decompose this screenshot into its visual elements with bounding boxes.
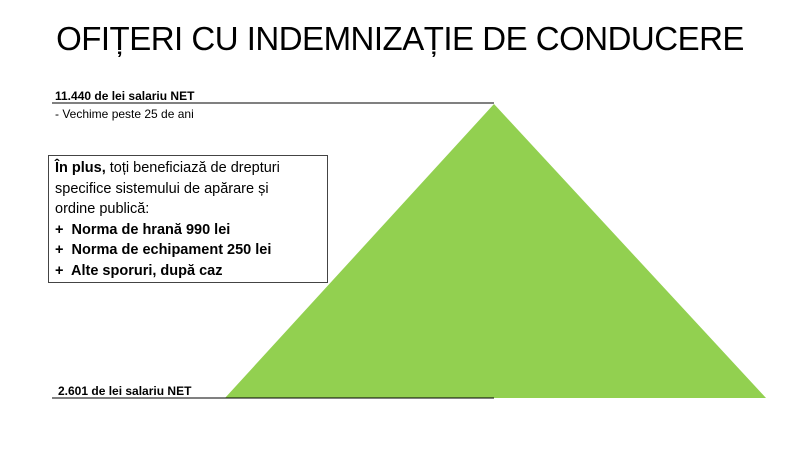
top-salary-label: 11.440 de lei salariu NET bbox=[55, 89, 195, 103]
intro-line: toți beneficiază de drepturi bbox=[105, 160, 280, 176]
benefits-box: În plus, toți beneficiază de drepturi sp… bbox=[48, 155, 328, 283]
bottom-salary-label: 2.601 de lei salariu NET bbox=[58, 384, 192, 398]
plus-icon: + bbox=[55, 242, 64, 258]
intro-line: specifice sistemului de apărare și bbox=[55, 180, 269, 197]
intro-line: ordine publică: bbox=[55, 201, 150, 217]
benefits-intro: În plus, toți beneficiază de drepturi bbox=[55, 158, 327, 179]
slide-title: OFIȚERI CU INDEMNIZAȚIE DE CONDUCERE bbox=[56, 20, 744, 57]
plus-icon: + bbox=[55, 221, 64, 238]
intro-bold: În plus, bbox=[55, 160, 106, 176]
benefit-text: Norma de hrană 990 lei bbox=[71, 221, 231, 238]
benefit-item: + Norma de hrană 990 lei bbox=[55, 220, 327, 241]
benefit-item: + Alte sporuri, după caz bbox=[55, 261, 327, 282]
benefit-text: Norma de echipament 250 lei bbox=[71, 242, 272, 258]
plus-icon: + bbox=[55, 262, 64, 279]
seniority-label: - Vechime peste 25 de ani bbox=[55, 107, 194, 121]
benefit-item: + Norma de echipament 250 lei bbox=[55, 240, 327, 261]
pyramid-triangle bbox=[225, 104, 766, 398]
benefit-text: Alte sporuri, după caz bbox=[71, 262, 223, 279]
